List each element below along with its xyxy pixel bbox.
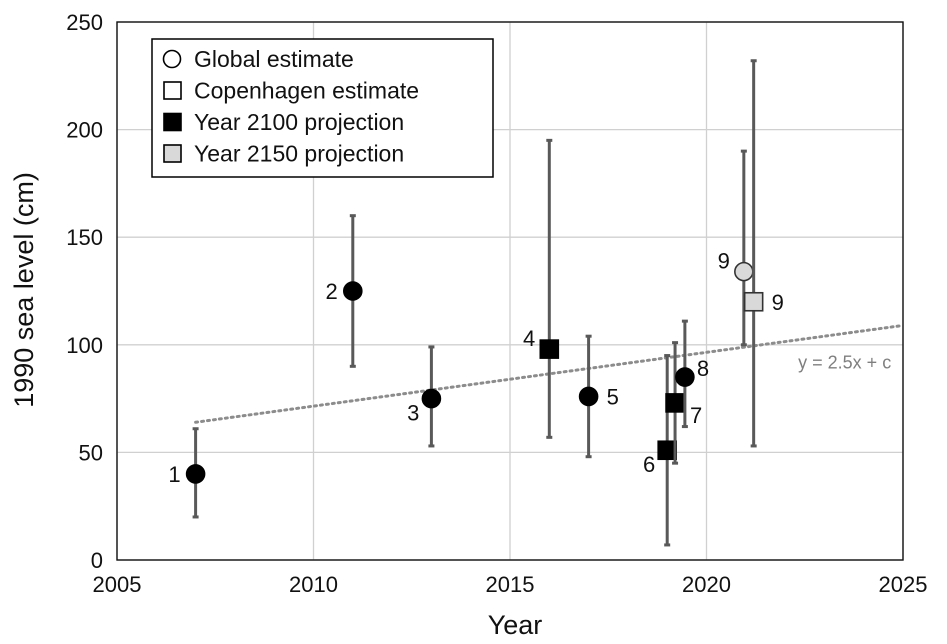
- point-label: 9: [718, 249, 730, 274]
- axes: 2005 2010 2015 2020 2025 0 50 100 150 200 250: [66, 10, 927, 597]
- point-label: 5: [607, 384, 619, 409]
- marker-circle: [675, 367, 695, 387]
- trend-equation-label: y = 2.5x + c: [798, 352, 891, 372]
- y-axis-title: 1990 sea level (cm): [9, 172, 39, 408]
- legend-marker-square: [163, 81, 182, 100]
- x-tick-label: 2025: [879, 572, 928, 597]
- y-tick-label: 200: [66, 118, 103, 143]
- data-point-5: 5: [578, 334, 619, 459]
- x-tick-label: 2015: [486, 572, 535, 597]
- marker-square: [665, 393, 685, 413]
- y-tick-label: 0: [91, 548, 103, 573]
- marker-square: [743, 291, 764, 312]
- legend-item-1: Global estimate: [162, 46, 354, 72]
- legend-label: Year 2150 projection: [194, 141, 404, 167]
- data-point-6: 6: [643, 354, 678, 547]
- marker-circle: [421, 388, 442, 409]
- legend-label: Global estimate: [194, 46, 354, 72]
- legend-marker-square: [163, 144, 182, 163]
- point-label: 3: [407, 401, 419, 426]
- marker-circle: [578, 386, 599, 407]
- data-point-3: 3: [407, 345, 442, 448]
- marker-circle: [342, 281, 363, 301]
- y-tick-label: 150: [66, 225, 103, 250]
- x-tick-label: 2005: [93, 572, 142, 597]
- y-tick-label: 100: [66, 333, 103, 358]
- point-label: 6: [643, 452, 655, 477]
- x-axis-title: Year: [488, 610, 543, 640]
- data-point-1: 1: [168, 427, 206, 519]
- marker-circle: [185, 464, 206, 484]
- data-point-9: 9: [718, 149, 754, 347]
- x-tick-label: 2020: [682, 572, 731, 597]
- point-label: 1: [168, 462, 180, 487]
- point-label: 7: [690, 403, 702, 428]
- marker-circle: [734, 261, 754, 282]
- legend-marker-circle: [162, 49, 182, 69]
- data-point-4: 4: [523, 138, 560, 439]
- legend-item-2: Copenhagen estimate: [163, 78, 419, 104]
- legend-box: [151, 38, 494, 178]
- legend-item-3: Year 2100 projection: [163, 109, 404, 135]
- legend-marker-square: [163, 112, 182, 132]
- y-tick-label: 250: [66, 10, 103, 35]
- data-point-8: 8: [675, 319, 709, 429]
- data-point-2: 2: [326, 214, 363, 368]
- y-tick-label: 50: [79, 440, 103, 465]
- marker-square: [657, 440, 678, 461]
- data-point-7: 7: [665, 341, 702, 465]
- point-label: 4: [523, 326, 535, 351]
- marker-square: [539, 339, 560, 359]
- legend-label: Copenhagen estimate: [194, 78, 419, 104]
- plot-frame: [116, 21, 904, 561]
- point-label: 8: [697, 356, 709, 381]
- data-points: 1 2 3 4 5 6 7 8 9 9: [168, 59, 784, 547]
- point-label: 2: [326, 279, 338, 304]
- x-tick-label: 2010: [289, 572, 338, 597]
- data-point-10: 9: [743, 59, 784, 448]
- legend-label: Year 2100 projection: [194, 109, 404, 135]
- legend: Global estimate Copenhagen estimate Year 2…: [151, 38, 494, 178]
- point-label: 9: [772, 290, 784, 315]
- legend-item-4: Year 2150 projection: [163, 141, 404, 167]
